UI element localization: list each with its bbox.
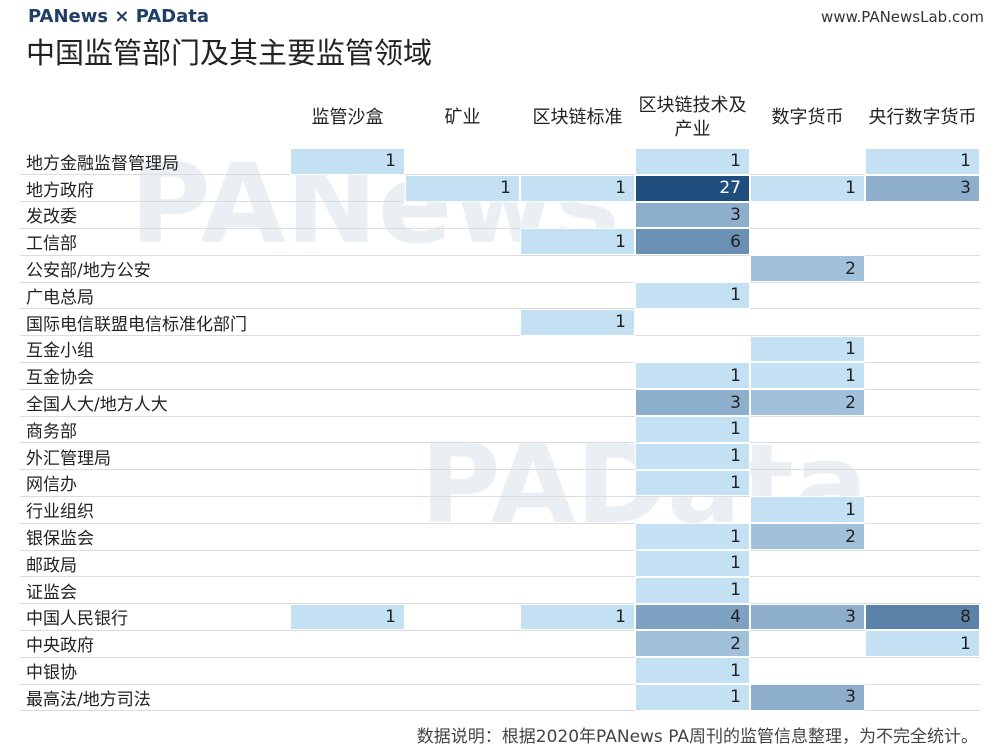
heat-cell: 1 (520, 228, 635, 256)
heat-cell: 1 (520, 603, 635, 631)
row-label: 最高法/地方司法 (26, 689, 151, 710)
row-label: 商务部 (26, 421, 77, 442)
heat-cell: 2 (750, 523, 865, 550)
row-separator (20, 254, 980, 256)
heat-cell: 1 (405, 174, 520, 202)
heat-cell: 3 (635, 389, 750, 416)
row-label: 全国人大/地方人大 (26, 395, 168, 416)
heat-cell: 3 (750, 603, 865, 631)
row-label: 中央政府 (26, 636, 94, 657)
row-label: 外汇管理局 (26, 448, 111, 469)
column-header: 矿业 (444, 107, 481, 128)
heat-cell: 1 (635, 684, 750, 711)
heat-cell: 1 (750, 496, 865, 524)
heat-cell: 1 (290, 148, 405, 175)
row-separator (20, 281, 980, 283)
heat-cell: 1 (520, 308, 635, 336)
heat-cell: 3 (865, 174, 980, 202)
row-label: 互金小组 (26, 341, 94, 362)
row-label: 国际电信联盟电信标准化部门 (26, 314, 247, 335)
heat-cell: 1 (290, 603, 405, 631)
row-label: 工信部 (26, 234, 77, 255)
row-label: 证监会 (26, 582, 77, 603)
row-separator (20, 576, 980, 578)
row-separator (20, 522, 980, 524)
heat-cell: 1 (750, 174, 865, 202)
row-label: 公安部/地方公安 (26, 261, 151, 282)
heat-cell: 2 (635, 630, 750, 658)
heat-cell: 1 (635, 416, 750, 443)
heat-cell: 8 (865, 603, 980, 631)
row-separator (20, 629, 980, 631)
row-label: 银保监会 (26, 529, 94, 550)
row-label: 互金协会 (26, 368, 94, 389)
row-label: 发改委 (26, 207, 77, 228)
row-separator (20, 227, 980, 229)
heat-cell: 4 (635, 603, 750, 631)
column-header: 区块链技术及产业 (638, 95, 747, 140)
column-header: 数字货币 (771, 107, 844, 128)
heat-cell: 6 (635, 228, 750, 256)
heat-cell: 1 (865, 630, 980, 658)
row-label: 地方政府 (26, 180, 94, 201)
heat-cell: 1 (635, 576, 750, 604)
row-separator (20, 388, 980, 390)
row-separator (20, 335, 980, 337)
column-header: 区块链标准 (532, 107, 623, 128)
chart-title: 中国监管部门及其主要监管领域 (26, 36, 433, 70)
row-separator (20, 442, 980, 444)
heat-cell: 1 (635, 148, 750, 175)
row-separator (20, 308, 980, 310)
heat-cell: 1 (635, 523, 750, 550)
row-label: 网信办 (26, 475, 77, 496)
row-separator (20, 603, 980, 605)
heat-cell: 1 (635, 442, 750, 470)
row-label: 地方金融监督管理局 (26, 153, 179, 174)
row-separator (20, 495, 980, 497)
brand: PANews × PAData (28, 6, 210, 27)
row-label: 邮政局 (26, 555, 77, 576)
heat-cell: 1 (635, 362, 750, 390)
row-separator (20, 469, 980, 471)
row-separator (20, 361, 980, 363)
heat-cell: 1 (635, 550, 750, 577)
row-separator (20, 201, 980, 203)
heat-cell: 1 (635, 469, 750, 497)
row-separator (20, 549, 980, 551)
heat-cell: 3 (750, 684, 865, 711)
row-label: 广电总局 (26, 287, 94, 308)
heat-cell: 2 (750, 389, 865, 416)
heat-cell: 27 (635, 174, 750, 202)
site-url: www.PANewsLab.com (821, 8, 984, 26)
row-separator (20, 710, 980, 712)
heat-cell: 1 (520, 174, 635, 202)
heat-cell: 1 (750, 335, 865, 363)
heat-cell: 2 (750, 255, 865, 282)
heat-cell: 1 (865, 148, 980, 175)
row-label: 中银协 (26, 663, 77, 684)
row-separator (20, 656, 980, 658)
row-separator (20, 415, 980, 417)
row-label: 行业组织 (26, 502, 94, 523)
row-label: 中国人民银行 (26, 609, 128, 630)
footnote: 数据说明：根据2020年PANews PA周刊的监管信息整理，为不完全统计。 (416, 727, 978, 747)
column-header: 央行数字货币 (868, 107, 977, 128)
heat-cell: 1 (750, 362, 865, 390)
row-separator (20, 683, 980, 685)
column-header: 监管沙盒 (311, 107, 384, 128)
heat-cell: 1 (635, 282, 750, 309)
heat-cell: 1 (635, 657, 750, 684)
heat-cell: 3 (635, 201, 750, 229)
